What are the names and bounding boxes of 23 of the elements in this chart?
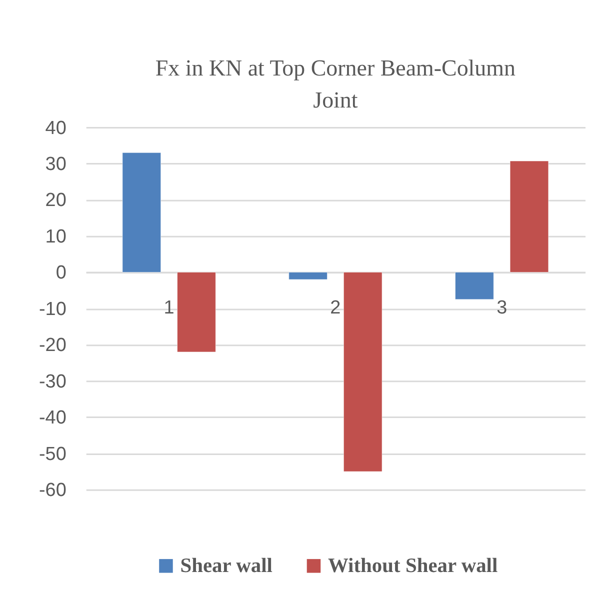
y-tick-label: -20	[38, 335, 66, 356]
legend-label: Shear wall	[180, 554, 273, 577]
bar	[343, 272, 382, 472]
y-tick-label: -60	[38, 480, 66, 502]
y-tick-label: 40	[45, 118, 66, 139]
y-tick-label: 0	[56, 262, 66, 284]
bar	[122, 152, 162, 272]
bar	[288, 272, 328, 280]
x-tick-label: 2	[330, 298, 341, 319]
x-tick-label: 3	[496, 298, 508, 319]
y-tick-label: -10	[38, 298, 66, 320]
y-tick-label: -40	[38, 408, 66, 429]
bar	[510, 160, 549, 272]
y-tick-label: 20	[45, 190, 66, 212]
bar	[177, 272, 216, 352]
y-tick-label: -50	[38, 444, 66, 465]
y-tick-label: -30	[38, 371, 66, 392]
x-tick-label: 1	[164, 298, 174, 319]
y-tick-label: 30	[45, 154, 66, 176]
legend-label: Without Shear wall	[328, 554, 498, 577]
chart-title: Fx in KN at Top Corner Beam-Column Joint	[155, 55, 516, 112]
y-tick-label: 10	[45, 226, 66, 248]
bar	[455, 272, 494, 300]
